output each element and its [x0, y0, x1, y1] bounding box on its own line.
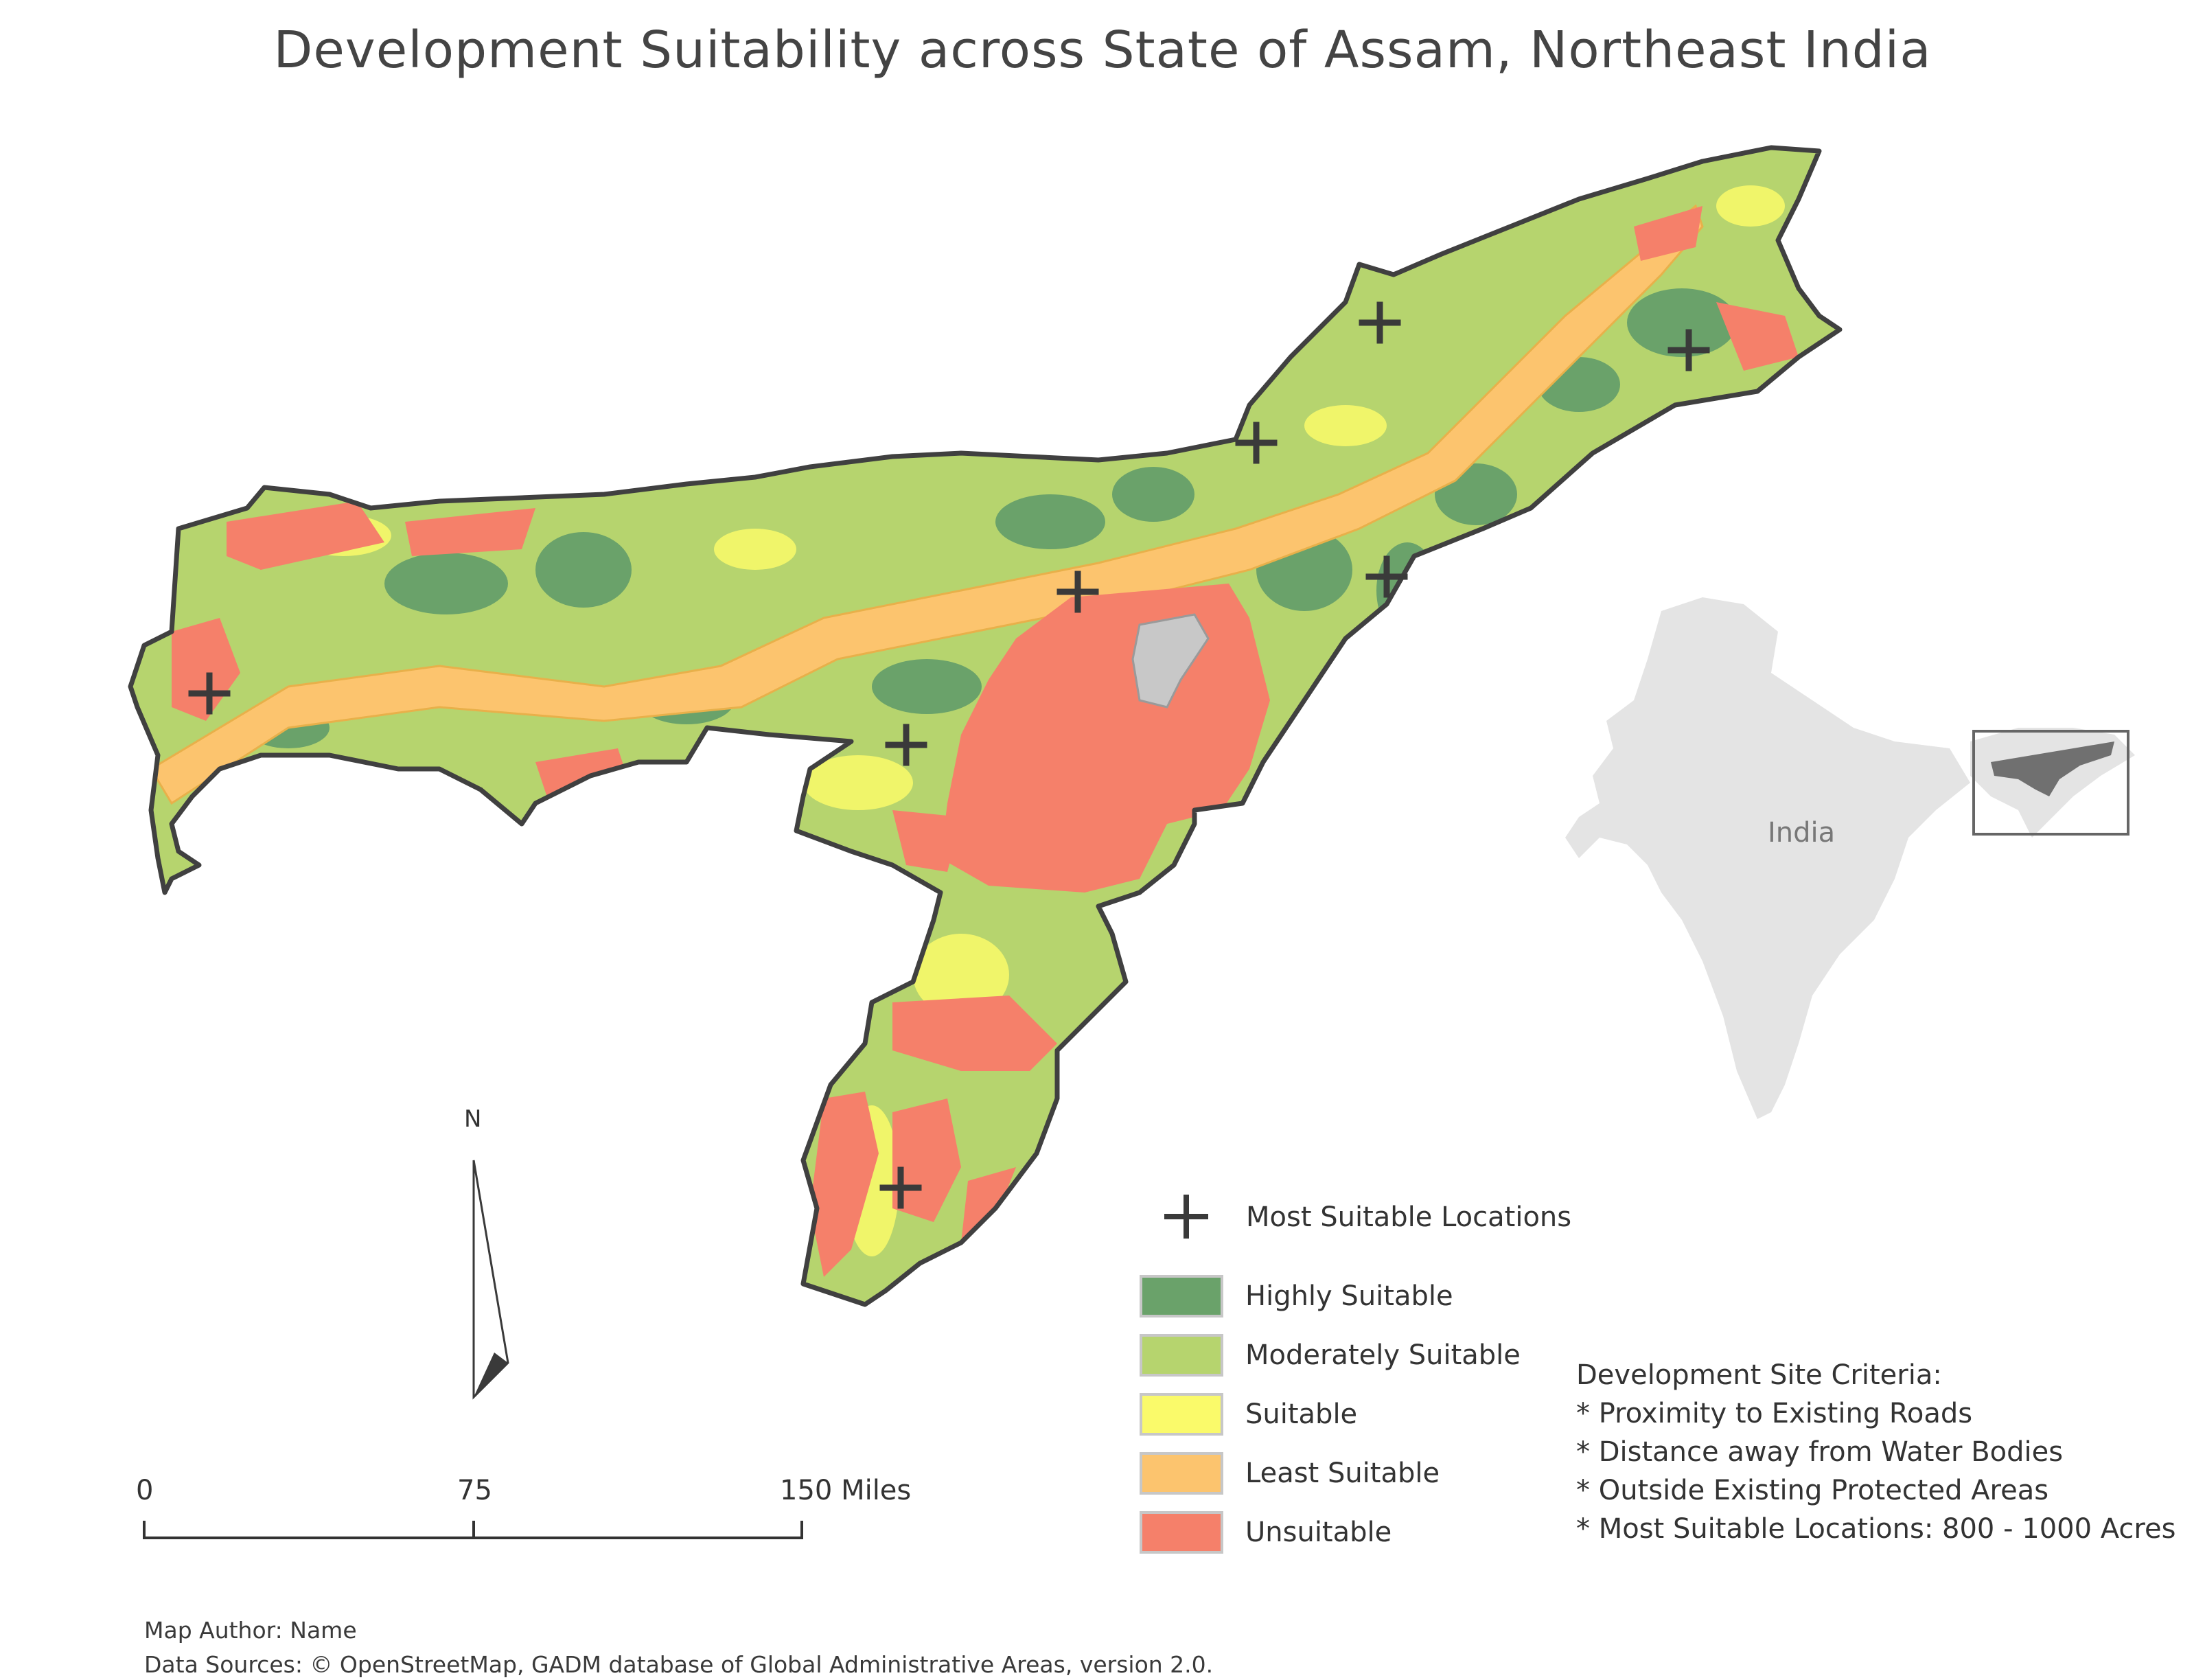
- legend-swatch: [1140, 1334, 1223, 1377]
- legend-label: Highly Suitable: [1245, 1280, 1453, 1312]
- most-suitable-location-marker: [188, 672, 231, 715]
- india-country-shape: [1565, 597, 1970, 1119]
- india-inset: [1565, 597, 2135, 1119]
- legend-label: Moderately Suitable: [1245, 1339, 1521, 1371]
- legend-row: Unsuitable: [1140, 1503, 1521, 1562]
- most-suitable-location-marker: [1365, 555, 1408, 598]
- criteria-box: Development Site Criteria: * Proximity t…: [1576, 1359, 2175, 1545]
- criteria-item: * Most Suitable Locations: 800 - 1000 Ac…: [1576, 1513, 2176, 1545]
- most-suitable-location-marker: [879, 1166, 922, 1209]
- assam-inset-shape: [1991, 741, 2114, 796]
- legend-row: Suitable: [1140, 1385, 1521, 1444]
- legend-marker-symbol: [1164, 1195, 1208, 1239]
- legend-label: Suitable: [1245, 1399, 1358, 1430]
- most-suitable-markers: [188, 301, 1710, 1209]
- criteria-item: * Distance away from Water Bodies: [1576, 1436, 2064, 1468]
- legend-swatch: [1140, 1393, 1223, 1436]
- legend: Highly Suitable Moderately Suitable Suitab…: [1140, 1267, 1521, 1562]
- legend-swatch: [1140, 1452, 1223, 1495]
- most-suitable-location-marker: [1667, 329, 1710, 371]
- most-suitable-location-marker: [1359, 301, 1401, 344]
- legend-label: Unsuitable: [1245, 1517, 1392, 1548]
- least-suitable-band: [149, 204, 1704, 805]
- legend-swatch: [1140, 1511, 1223, 1554]
- legend-marker-label: Most Suitable Locations: [1246, 1201, 1572, 1233]
- assam-outline: [128, 145, 1843, 1307]
- north-arrow: [472, 1160, 509, 1400]
- legend-row: Highly Suitable: [1140, 1267, 1521, 1326]
- map-author: Map Author: Name: [144, 1617, 357, 1644]
- scale-tick-0: 0: [136, 1475, 154, 1506]
- scale-tick-150: 150 Miles: [780, 1475, 912, 1506]
- most-suitable-location-marker: [1235, 422, 1278, 464]
- inset-locator-box: [1972, 730, 2129, 836]
- criteria-item: * Outside Existing Protected Areas: [1576, 1475, 2049, 1506]
- legend-swatch: [1140, 1275, 1223, 1317]
- most-suitable-location-marker: [885, 724, 927, 766]
- map-title: Development Suitability across State of …: [273, 21, 1932, 80]
- scale-tick-75: 75: [457, 1475, 492, 1506]
- legend-row: Moderately Suitable: [1140, 1326, 1521, 1385]
- protected-area: [1131, 613, 1210, 709]
- scale-bar: [143, 1521, 803, 1539]
- criteria-item: * Proximity to Existing Roads: [1576, 1398, 1973, 1429]
- most-suitable-location-marker: [1057, 571, 1099, 613]
- india-label: India: [1768, 817, 1836, 849]
- data-sources: Data Sources: © OpenStreetMap, GADM data…: [144, 1651, 1214, 1678]
- north-label: N: [464, 1105, 482, 1133]
- criteria-heading: Development Site Criteria:: [1576, 1359, 1942, 1391]
- legend-row: Least Suitable: [1140, 1444, 1521, 1503]
- legend-label: Least Suitable: [1245, 1458, 1440, 1489]
